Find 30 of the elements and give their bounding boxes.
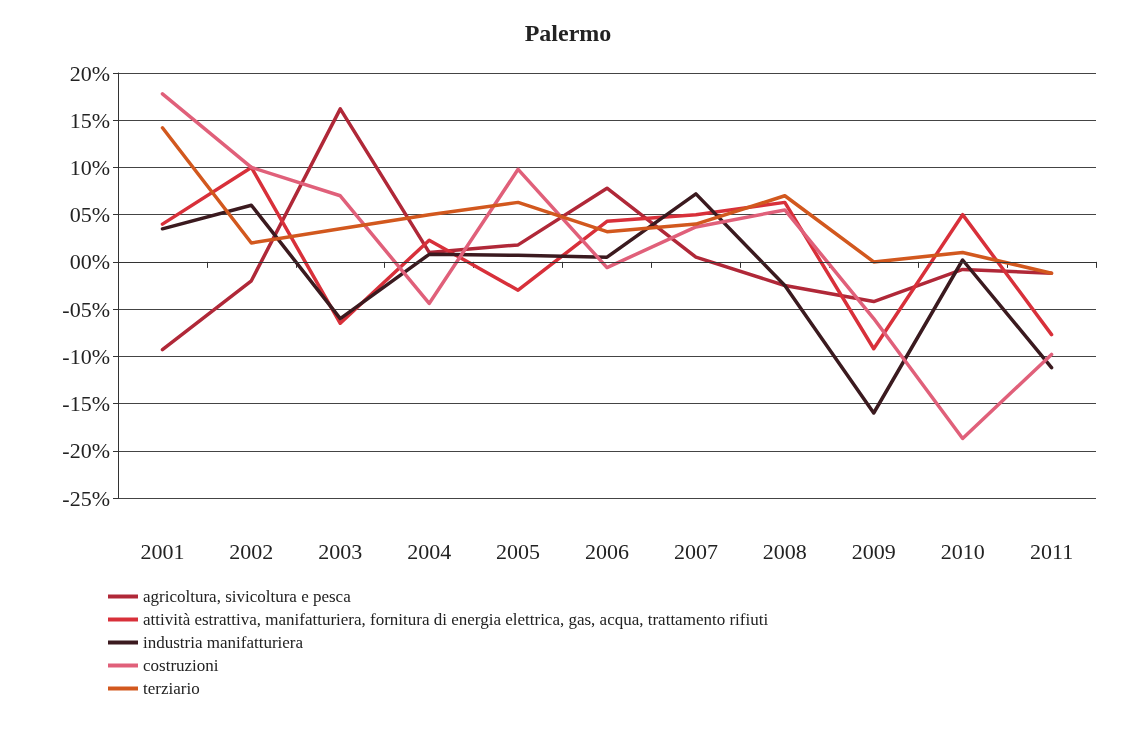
y-tick-label: -20% (62, 438, 110, 464)
x-tick-label: 2008 (762, 538, 807, 564)
legend-label: agricoltura, sivicoltura e pesca (143, 587, 352, 606)
y-tick-label: -25% (62, 485, 110, 511)
legend-label: costruzioni (143, 656, 219, 675)
legend-label: attività estrattiva, manifatturiera, fornitura di energia elettrica, gas, acqua, trattamento rifiuti (143, 610, 769, 629)
y-tick-label: 00% (69, 249, 110, 275)
y-tick-label: -05% (62, 296, 110, 322)
x-tick-label: 2001 (140, 538, 185, 564)
legend-label: industria manifatturiera (143, 633, 304, 652)
x-tick-label: 2005 (496, 538, 541, 564)
x-tick-label: 2010 (940, 538, 985, 564)
y-tick-label: -10% (62, 343, 110, 369)
y-tick-label: 10% (69, 154, 110, 180)
x-tick-label: 2006 (585, 538, 629, 564)
chart-title: Palermo (524, 20, 612, 46)
x-tick-label: 2007 (673, 538, 718, 564)
x-tick-label: 2011 (1029, 538, 1074, 564)
x-tick-label: 2003 (318, 538, 363, 564)
x-tick-label: 2002 (229, 538, 274, 564)
line-series (160, 92, 1054, 441)
x-tick-label: 2009 (851, 538, 896, 564)
y-tick-label: -15% (62, 391, 110, 417)
line-series (160, 126, 1054, 275)
line-series (160, 192, 1054, 415)
y-tick-label: 20% (69, 60, 110, 86)
y-tick-label: 15% (69, 107, 110, 133)
legend-label: terziario (143, 679, 200, 698)
y-tick-label: 05% (69, 202, 110, 228)
x-tick-label: 2004 (407, 538, 452, 564)
